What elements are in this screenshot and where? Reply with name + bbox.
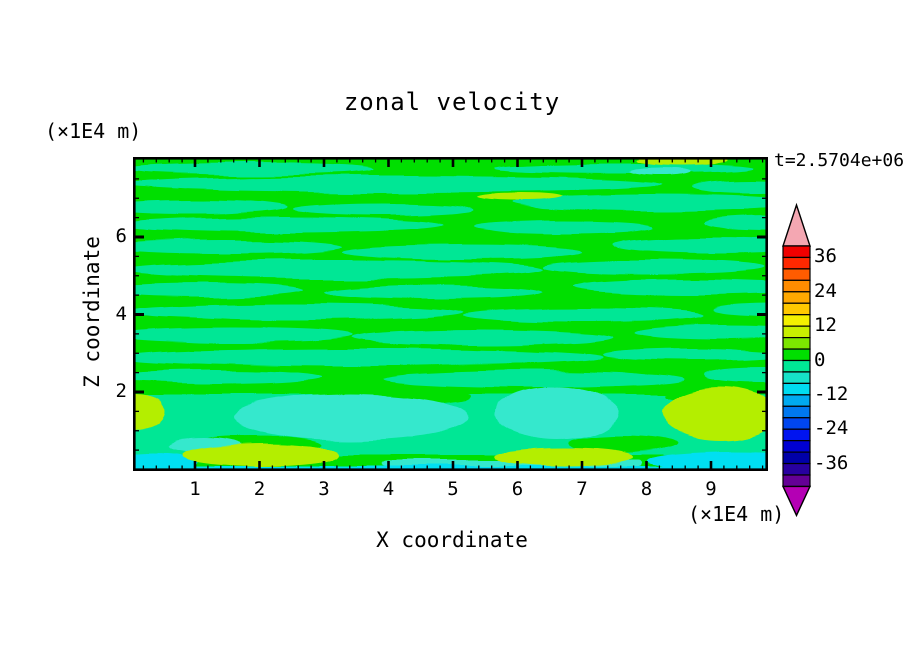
colorbar-tick-label: 0 bbox=[814, 348, 826, 371]
colorbar-over-arrow bbox=[782, 202, 811, 247]
y-tick-label: 4 bbox=[115, 302, 127, 325]
x-tick-label: 4 bbox=[382, 478, 395, 500]
x-tick-label: 9 bbox=[705, 478, 717, 500]
chart-title: zonal velocity bbox=[343, 88, 561, 116]
x-axis-title: X coordinate bbox=[376, 528, 528, 552]
x-tick-label: 3 bbox=[318, 478, 330, 500]
x-axis-units-label: (×1E4 m) bbox=[688, 502, 785, 526]
colorbar-under-arrow bbox=[781, 485, 812, 518]
contour-field bbox=[133, 157, 768, 471]
colorbar-tick-label: -24 bbox=[814, 417, 849, 440]
colorbar-tick-label: -36 bbox=[814, 451, 849, 474]
time-annotation: t=2.5704e+06 bbox=[774, 150, 904, 171]
colorbar-tick-label: 24 bbox=[814, 279, 837, 302]
colorbar-tick-label: 12 bbox=[814, 314, 837, 337]
x-tick-label: 8 bbox=[640, 478, 653, 500]
x-tick-label: 6 bbox=[511, 478, 524, 500]
colorbar-bands bbox=[782, 245, 811, 488]
y-tick-label: 6 bbox=[115, 225, 127, 247]
x-tick-label: 5 bbox=[447, 478, 459, 500]
x-tick-label: 1 bbox=[189, 478, 201, 500]
colorbar bbox=[776, 202, 832, 520]
x-tick-label: 7 bbox=[576, 478, 588, 500]
contour-plot-area bbox=[133, 157, 768, 471]
x-tick-label: 2 bbox=[253, 478, 266, 500]
colorbar-tick-label: 36 bbox=[814, 245, 837, 268]
y-axis-units-label: (×1E4 m) bbox=[45, 119, 142, 143]
y-tick-label: 2 bbox=[115, 380, 127, 402]
colorbar-tick-label: -12 bbox=[814, 382, 849, 405]
